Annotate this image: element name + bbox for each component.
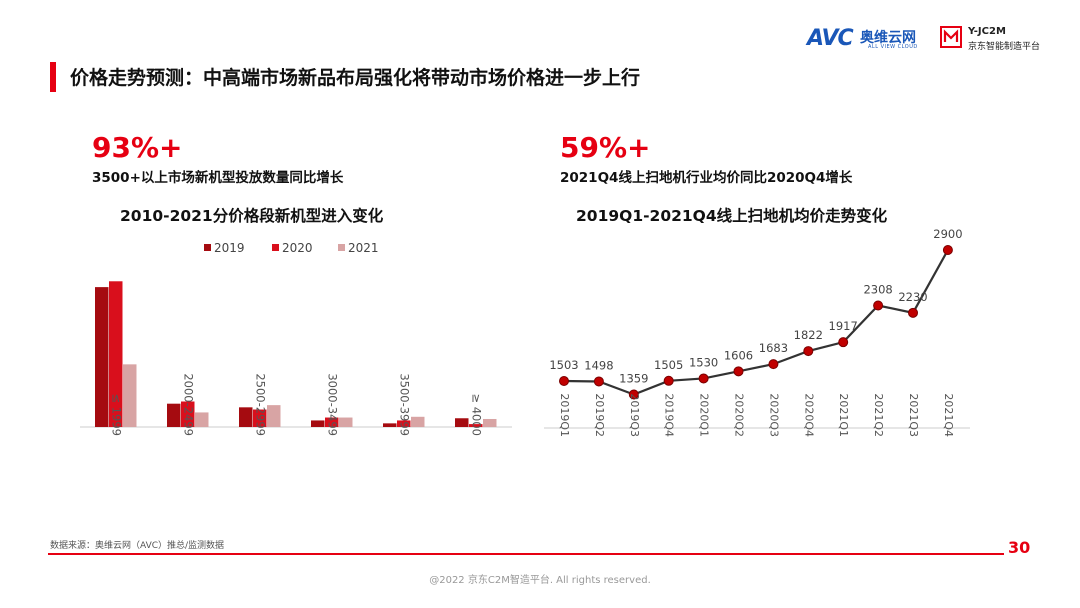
page-number: 30 xyxy=(1008,538,1031,557)
bar-2020 xyxy=(253,409,267,427)
footer-source: 数据来源：奥维云网（AVC）推总/监测数据 xyxy=(50,541,225,551)
right-stat-value: 59%+ xyxy=(560,131,651,164)
price-point xyxy=(698,373,709,384)
legend-label-2021: 2021 xyxy=(348,241,379,255)
x-tick-label: 3000-3499 xyxy=(326,373,340,436)
legend-swatch-2020 xyxy=(272,244,279,251)
data-label: 1917 xyxy=(829,319,858,333)
price-series-line xyxy=(563,249,949,396)
data-label: 1503 xyxy=(549,358,578,372)
price-point xyxy=(559,376,569,386)
data-label: 1683 xyxy=(759,341,788,355)
data-label: 1498 xyxy=(584,358,613,372)
x-tick-label: 2021Q3 xyxy=(907,393,920,437)
x-tick-label: 2019Q1 xyxy=(558,393,571,437)
bar-2019 xyxy=(383,423,397,427)
avc-logo-cn: 奥维云网 xyxy=(860,30,916,46)
x-tick-label: 2500-2999 xyxy=(254,373,268,436)
legend-swatch-2021 xyxy=(338,244,345,251)
bar-2021 xyxy=(339,417,353,427)
data-label: 1359 xyxy=(619,372,648,386)
bar-2020 xyxy=(325,417,339,427)
bar-2021 xyxy=(123,364,137,427)
bar-2021 xyxy=(483,418,497,427)
data-label: 2230 xyxy=(898,290,927,304)
x-tick-label: 2020Q1 xyxy=(698,393,711,437)
price-point xyxy=(838,337,849,348)
avc-logo-en: ALL VIEW CLOUD xyxy=(868,44,918,50)
legend-label-2019: 2019 xyxy=(214,241,245,255)
footer-divider xyxy=(48,553,1004,555)
x-tick-label: ≥ 4000 xyxy=(470,393,484,436)
bar-2021 xyxy=(195,412,209,427)
right-stat-desc: 2021Q4线上扫地机行业均价同比2020Q4增长 xyxy=(560,170,853,186)
x-tick-label: 2019Q4 xyxy=(663,393,676,437)
bar-2019 xyxy=(239,407,253,427)
x-tick-label: 2019Q2 xyxy=(593,393,606,437)
data-label: 1530 xyxy=(689,355,718,369)
price-point xyxy=(873,300,884,311)
bar-2020 xyxy=(397,420,411,427)
bar-2021 xyxy=(267,405,281,427)
line-chart-title: 2019Q1-2021Q4线上扫地机均价走势变化 xyxy=(576,207,888,225)
bar-2019 xyxy=(311,420,325,427)
x-tick-label: 2021Q1 xyxy=(837,393,850,437)
x-tick-label: 2021Q2 xyxy=(872,393,885,437)
line-chart: 1503 2019Q1 1498 2019Q2 1359 2019Q3 1505 2019Q4… xyxy=(544,227,970,437)
price-point xyxy=(663,375,674,386)
bar-2020 xyxy=(181,401,195,427)
data-label: 1505 xyxy=(654,358,683,372)
yjc-logo-sub: 京东智能制造平台 xyxy=(968,42,1041,52)
data-label: 1822 xyxy=(794,328,823,342)
x-tick-label: 2020Q4 xyxy=(802,393,815,437)
title-accent-bar xyxy=(50,62,56,92)
price-point xyxy=(593,376,604,387)
avc-logo-mark: AVC xyxy=(807,26,854,51)
bar-chart-title: 2010-2021分价格段新机型进入变化 xyxy=(120,207,384,225)
left-stat-desc: 3500+以上市场新机型投放数量同比增长 xyxy=(92,170,344,186)
data-label: 1606 xyxy=(724,348,753,362)
legend-swatch-2019 xyxy=(204,244,211,251)
price-point xyxy=(942,245,953,255)
page-title: 价格走势预测：中高端市场新品布局强化将带动市场价格进一步上行 xyxy=(70,67,641,89)
price-point xyxy=(733,366,744,377)
x-tick-label: 3500-3999 xyxy=(398,373,412,436)
bar-2021 xyxy=(411,416,425,427)
bar-2019 xyxy=(95,287,109,427)
left-stat-value: 93%+ xyxy=(92,131,183,164)
data-label: 2900 xyxy=(933,227,962,241)
price-point xyxy=(768,359,779,370)
data-label: 2308 xyxy=(863,283,892,297)
bar-2019 xyxy=(167,403,181,427)
price-point xyxy=(908,307,918,318)
x-tick-label: 2020Q2 xyxy=(733,393,746,437)
legend-label-2020: 2020 xyxy=(282,241,313,255)
bar-2019 xyxy=(455,418,469,427)
bar-chart: 2019 2020 2021 ≤ 1999 2000-2499 2500-2999 3000… xyxy=(80,241,512,436)
copyright: @2022 京东C2M智造平台. All rights reserved. xyxy=(429,575,651,586)
x-tick-label: 2000-2499 xyxy=(182,373,196,436)
price-point xyxy=(628,389,639,400)
x-tick-label: ≤ 1999 xyxy=(110,393,124,436)
yjc-logo-name: Y-JC2M xyxy=(968,26,1006,37)
x-tick-label: 2021Q4 xyxy=(942,393,955,437)
x-tick-label: 2019Q3 xyxy=(628,393,641,437)
x-tick-label: 2020Q3 xyxy=(767,393,780,437)
yjc-logo-icon xyxy=(940,26,962,48)
price-point xyxy=(803,346,814,357)
bar-2020 xyxy=(469,424,483,427)
bar-2020 xyxy=(109,281,123,427)
